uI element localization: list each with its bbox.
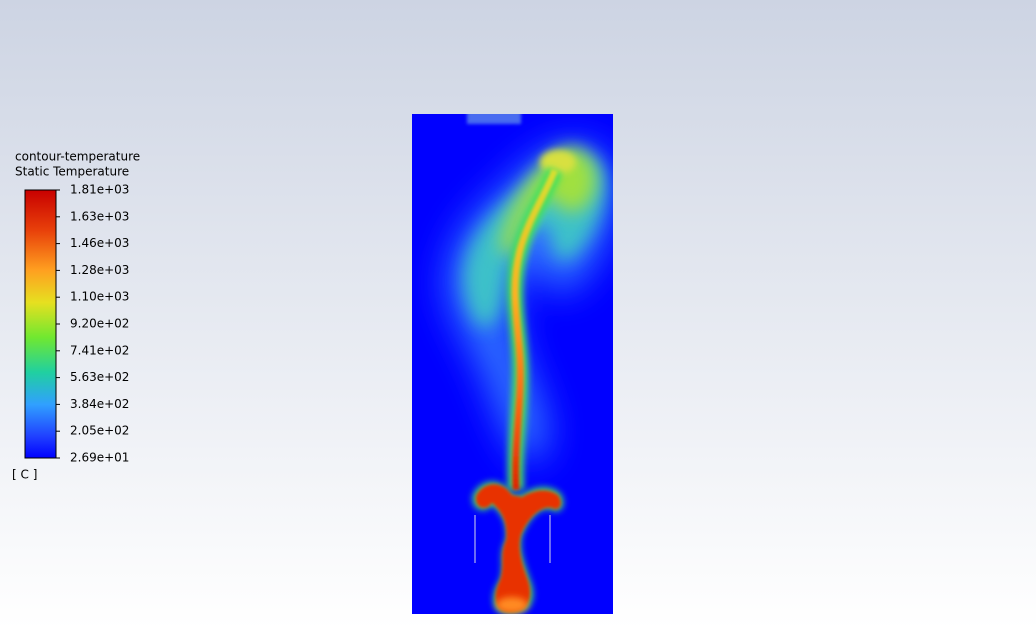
stem xyxy=(511,168,559,491)
outlet-patch xyxy=(467,114,521,124)
tick-label: 1.81e+03 xyxy=(70,183,129,197)
tick-label: 5.63e+02 xyxy=(70,370,129,384)
contour-field xyxy=(412,114,613,614)
legend-unit: [ C ] xyxy=(12,468,37,482)
tick-label: 7.41e+02 xyxy=(70,343,129,357)
tick-label: 2.05e+02 xyxy=(70,424,129,438)
flame-base xyxy=(496,597,528,613)
tick-label: 2.69e+01 xyxy=(70,451,129,465)
hot-region xyxy=(500,147,596,255)
tick-label: 9.20e+02 xyxy=(70,317,129,331)
tick-label: 1.28e+03 xyxy=(70,263,129,277)
tick-label: 1.63e+03 xyxy=(70,209,129,223)
legend: contour-temperature Static Temperature 1… xyxy=(12,150,140,482)
hot-core xyxy=(540,150,576,174)
legend-title: contour-temperature xyxy=(15,150,140,164)
tick-label: 1.46e+03 xyxy=(70,236,129,250)
tick-label: 3.84e+02 xyxy=(70,397,129,411)
legend-subtitle: Static Temperature xyxy=(15,165,129,179)
colorbar-ticks: 1.81e+03 1.63e+03 1.46e+03 1.28e+03 1.10e+03… xyxy=(56,183,129,465)
tick-label: 1.10e+03 xyxy=(70,290,129,304)
colorbar xyxy=(24,189,57,459)
burner-flame xyxy=(475,484,561,612)
